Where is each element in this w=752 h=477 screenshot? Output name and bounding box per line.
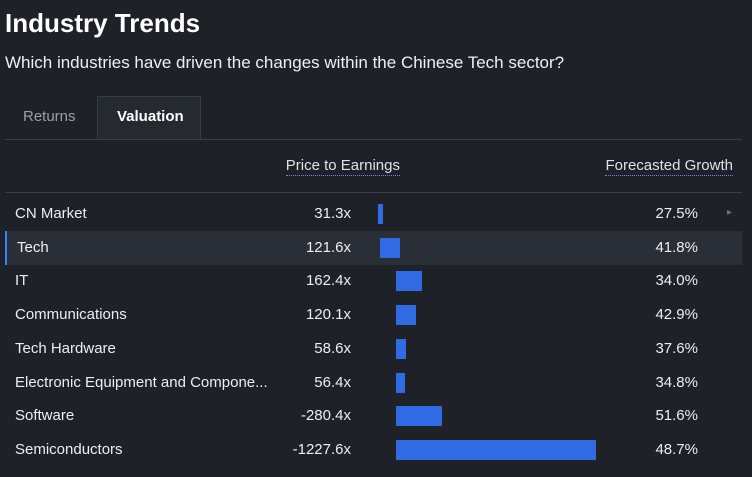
pe-value: 162.4x [305,272,351,290]
pe-bar [396,406,442,427]
pe-value: 120.1x [305,306,351,324]
pe-value: 121.6x [305,238,351,256]
table-row[interactable]: Software -280.4x 51.6% [5,399,742,433]
pe-value: -1227.6x [292,440,351,458]
table-row[interactable]: CN Market 31.3x 27.5% [5,197,742,231]
pe-value: 58.6x [314,339,351,357]
chevron: ▸ [727,207,733,218]
row-name: Semiconductors [15,440,123,458]
divider [5,192,742,193]
subtitle: Which industries have driven the changes… [5,53,565,72]
growth-value: 37.6% [655,339,698,357]
table-row[interactable]: Semiconductors -1227.6x 48.7% [5,433,742,467]
active-tab-box [97,96,201,140]
growth-value: 27.5% [655,205,698,222]
pe-bar [396,305,416,326]
growth-value: 48.7% [655,440,698,458]
table-row[interactable]: Tech 121.6x 41.8% [5,230,742,265]
pe-bar [396,372,406,393]
pe-bar [380,237,400,258]
row-name: Software [15,407,75,425]
pe-bar [396,439,596,460]
growth-value: 42.9% [655,306,698,324]
column-header[interactable]: Forecasted Growth [605,157,733,176]
growth-value: 41.8% [655,238,698,256]
column-header[interactable]: Price to Earnings [285,157,400,176]
table-row[interactable]: Communications 120.1x 42.9% [5,298,742,332]
tab[interactable]: Returns [23,108,76,125]
growth-value: 34.8% [655,373,698,391]
row-name: Tech Hardware [15,339,116,357]
row-name: Communications [15,306,127,324]
growth-value: 51.6% [655,407,698,425]
table-row[interactable]: IT 162.4x 34.0% [5,264,742,298]
divider [5,139,742,140]
pe-value: 56.4x [314,373,351,391]
growth-value: 34.0% [655,272,698,290]
pe-bar [396,338,406,359]
row-name: Electronic Equipment and Compone... [15,373,268,391]
pe-bar [396,271,423,292]
pe-value: -280.4x [300,407,351,425]
table-row[interactable]: Tech Hardware 58.6x 37.6% [5,332,742,366]
pe-bar [378,204,384,224]
title: Industry Trends [5,8,201,38]
pe-value: 31.3x [314,205,351,222]
row-name: CN Market [15,205,87,222]
row-name: IT [15,272,29,290]
table-row[interactable]: Electronic Equipment and Compone... 56.4x… [5,366,742,400]
tab[interactable]: Valuation [117,108,184,125]
row-name: Tech [17,238,49,256]
